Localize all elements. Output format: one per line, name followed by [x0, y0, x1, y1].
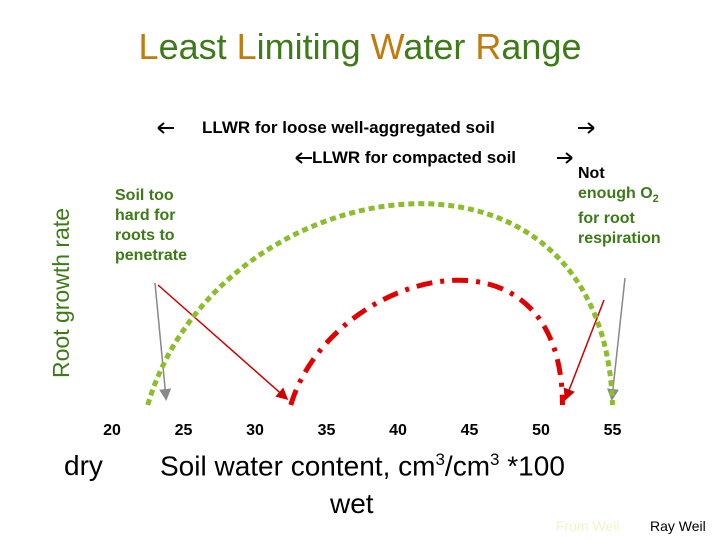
x-tick-30: 30	[246, 422, 264, 439]
wet-label: wet	[330, 488, 374, 519]
credit: Ray Weil	[650, 518, 706, 534]
series-curve-compacted-soil	[288, 277, 565, 406]
series-curve-loose-soil	[145, 201, 615, 406]
x-axis-label: Soil water content, cm3/cm3 *100	[160, 450, 565, 482]
x-tick-40: 40	[389, 422, 407, 439]
annotation-compacted-soil: LLWR for compacted soil	[312, 148, 517, 167]
annotation-not-enough-o2: enough O2 for root respiration	[578, 185, 661, 248]
x-tick-35: 35	[317, 422, 336, 439]
x-tick-25: 25	[174, 422, 193, 439]
pointer-line-gray-right	[607, 277, 626, 401]
left-arrow-icon	[157, 122, 174, 134]
x-tick-20: 20	[103, 422, 121, 439]
chart-title: Least Limiting Water Range	[138, 26, 582, 67]
pointer-line-gray-left	[154, 282, 172, 401]
annotation-not-enough-o2-line1: Not	[578, 165, 605, 182]
credit-faint: From Weil	[556, 518, 620, 534]
compacted-left-arrow-icon	[295, 152, 312, 164]
pointer-line-red-right	[563, 299, 605, 401]
annotation-soil-too-hard: Soil too hard for roots to penetrate	[115, 187, 188, 264]
pointer-line-red-left	[157, 284, 289, 400]
x-tick-55: 55	[603, 422, 622, 439]
right-arrow-icon	[578, 122, 595, 134]
dry-label: dry	[64, 450, 103, 481]
compacted-right-arrow-icon	[557, 152, 573, 164]
x-tick-45: 45	[460, 422, 479, 439]
annotation-loose-soil: LLWR for loose well-aggregated soil	[202, 118, 495, 137]
x-tick-50: 50	[532, 422, 550, 439]
